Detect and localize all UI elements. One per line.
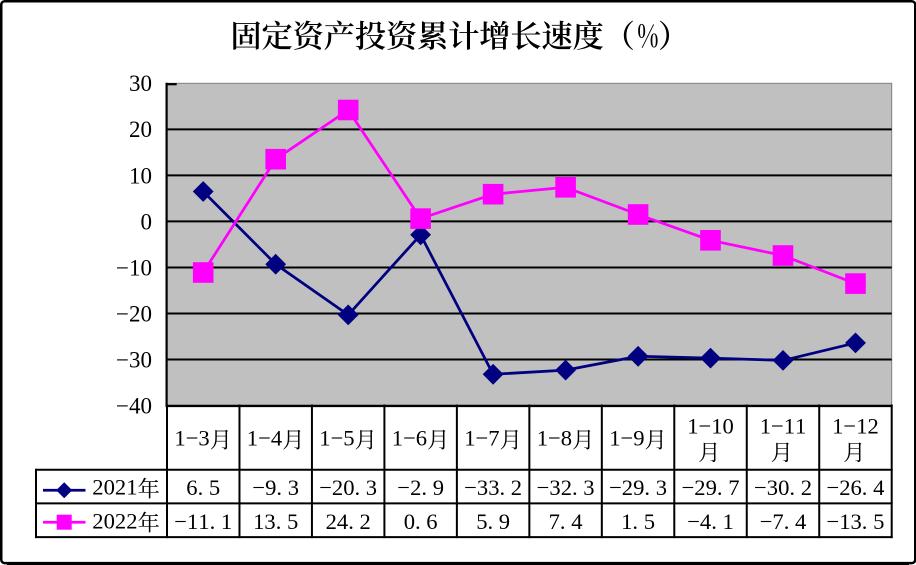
svg-text:−9.3: −9.3 bbox=[252, 475, 299, 500]
svg-text:1−3: 1−3 bbox=[174, 426, 209, 451]
svg-text:30: 30 bbox=[129, 71, 152, 96]
svg-text:24.2: 24.2 bbox=[326, 509, 371, 534]
svg-text:−40: −40 bbox=[116, 394, 152, 419]
svg-text:0.6: 0.6 bbox=[404, 509, 438, 534]
svg-text:−32.3: −32.3 bbox=[537, 475, 595, 500]
svg-text:−30.2: −30.2 bbox=[754, 475, 812, 500]
svg-text:10: 10 bbox=[129, 163, 152, 188]
svg-text:1.5: 1.5 bbox=[621, 509, 655, 534]
svg-text:−20: −20 bbox=[116, 301, 152, 326]
svg-text:1−12: 1−12 bbox=[832, 413, 879, 438]
svg-text:2021: 2021 bbox=[92, 475, 137, 500]
svg-text:−13.5: −13.5 bbox=[827, 509, 885, 534]
svg-text:1−7: 1−7 bbox=[464, 426, 499, 451]
svg-text:−26.4: −26.4 bbox=[827, 475, 885, 500]
svg-text:−10: −10 bbox=[116, 255, 152, 280]
svg-text:−11.1: −11.1 bbox=[174, 509, 232, 534]
svg-text:1−6: 1−6 bbox=[392, 426, 427, 451]
svg-text:1−5: 1−5 bbox=[319, 426, 354, 451]
svg-text:1−9: 1−9 bbox=[609, 426, 644, 451]
svg-text:−30: −30 bbox=[116, 347, 152, 372]
svg-text:1−8: 1−8 bbox=[537, 426, 572, 451]
svg-text:−29.7: −29.7 bbox=[682, 475, 740, 500]
svg-text:1−10: 1−10 bbox=[687, 413, 734, 438]
svg-text:−7.4: −7.4 bbox=[760, 509, 807, 534]
svg-text:0: 0 bbox=[141, 209, 153, 234]
svg-text:−4.1: −4.1 bbox=[687, 509, 734, 534]
svg-text:13.5: 13.5 bbox=[253, 509, 298, 534]
svg-text:5.9: 5.9 bbox=[476, 509, 510, 534]
svg-text:−2.9: −2.9 bbox=[397, 475, 444, 500]
svg-text:7.4: 7.4 bbox=[549, 509, 583, 534]
svg-text:1−11: 1−11 bbox=[760, 413, 807, 438]
svg-text:−33.2: −33.2 bbox=[464, 475, 522, 500]
svg-text:−29.3: −29.3 bbox=[609, 475, 667, 500]
svg-text:2022: 2022 bbox=[92, 509, 137, 534]
svg-text:20: 20 bbox=[129, 117, 152, 142]
svg-text:1−4: 1−4 bbox=[247, 426, 282, 451]
svg-text:6.5: 6.5 bbox=[186, 475, 220, 500]
svg-text:−20.3: −20.3 bbox=[319, 475, 377, 500]
